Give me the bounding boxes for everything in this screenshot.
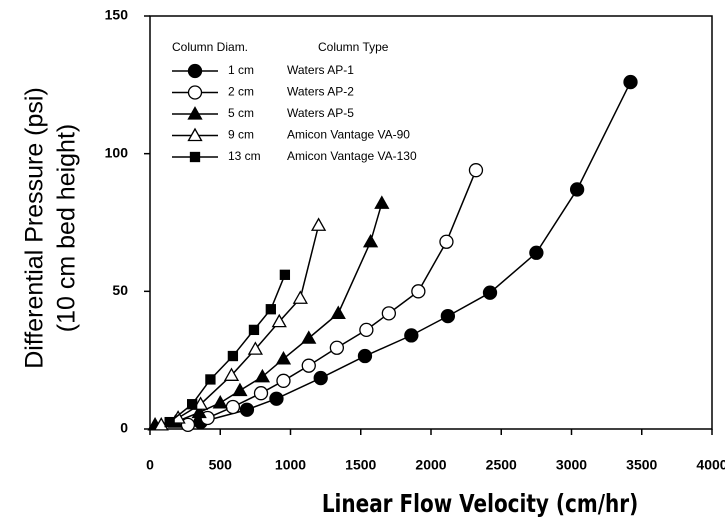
x-axis-label: Linear Flow Velocity (cm/hr) [322, 490, 638, 519]
data-point [329, 340, 345, 355]
legend-label: Waters AP-1 [287, 63, 354, 77]
x-tick-label: 2500 [486, 457, 517, 473]
data-point [180, 417, 196, 433]
y-axis-label: (10 cm bed height) [53, 124, 81, 332]
data-point [223, 367, 240, 381]
data-point [205, 374, 216, 385]
data-point [439, 234, 454, 249]
data-point [248, 324, 260, 336]
data-point [310, 217, 327, 231]
x-tick-label: 3000 [556, 457, 587, 473]
data-point [153, 417, 169, 431]
data-point [186, 399, 198, 410]
data-point [271, 313, 287, 328]
legend-label: 9 cm [228, 128, 254, 142]
y-tick-label: 0 [120, 420, 128, 436]
legend-marker [187, 106, 203, 120]
x-tick-label: 1500 [345, 457, 376, 473]
legend-label: 2 cm [228, 85, 254, 99]
y-tick-label: 150 [105, 7, 129, 23]
data-point [623, 74, 638, 90]
data-point [482, 285, 498, 300]
data-point [357, 348, 373, 364]
data-point [330, 305, 346, 320]
legend-marker [189, 151, 201, 163]
data-point [227, 350, 239, 362]
data-point [247, 341, 263, 355]
data-point [381, 306, 397, 321]
y-axis-label: Differential Pressure (psi) [21, 87, 49, 369]
legend-marker [187, 127, 203, 142]
legend-label: 5 cm [228, 106, 254, 120]
x-tick-label: 2000 [415, 457, 446, 473]
data-point [254, 368, 271, 383]
series-line [169, 274, 286, 423]
y-tick-label: 100 [105, 144, 129, 160]
data-point [232, 382, 248, 397]
data-point [225, 399, 241, 415]
data-point [164, 416, 175, 428]
data-point [440, 308, 456, 324]
legend-header: Column Type [318, 40, 389, 54]
data-point [404, 328, 419, 343]
data-point [253, 386, 269, 401]
series-line [200, 81, 632, 423]
data-point [411, 284, 426, 299]
data-point [301, 330, 317, 344]
data-point [569, 182, 585, 197]
data-point [192, 396, 209, 410]
data-point [269, 391, 284, 406]
legend-header: Column Diam. [172, 40, 248, 54]
legend-label: Waters AP-2 [287, 85, 354, 99]
x-tick-label: 3500 [626, 457, 657, 473]
data-point [529, 245, 544, 260]
data-point [313, 370, 328, 386]
data-point [362, 233, 379, 248]
legend-marker [187, 85, 203, 100]
legend-label: Waters AP-5 [287, 106, 354, 120]
x-tick-label: 1000 [275, 457, 306, 473]
data-point [212, 395, 228, 409]
data-point [276, 373, 291, 388]
data-point [279, 269, 291, 280]
legend-label: 1 cm [228, 63, 254, 77]
legend-marker [187, 63, 203, 79]
data-point [239, 402, 255, 417]
data-point [359, 322, 374, 338]
data-point [374, 195, 390, 209]
legend-label: 13 cm [228, 149, 261, 163]
data-point [275, 350, 292, 365]
data-point [292, 290, 308, 304]
x-tick-label: 4000 [696, 457, 725, 473]
series-line [187, 169, 477, 426]
data-point [191, 404, 207, 419]
data-point [265, 304, 276, 315]
data-point [301, 358, 316, 373]
x-tick-label: 0 [146, 457, 154, 473]
legend-label: Amicon Vantage VA-90 [287, 128, 410, 142]
legend-label: Amicon Vantage VA-130 [287, 149, 417, 163]
y-tick-label: 50 [112, 282, 128, 298]
x-tick-label: 500 [209, 457, 233, 473]
data-point [468, 163, 484, 178]
